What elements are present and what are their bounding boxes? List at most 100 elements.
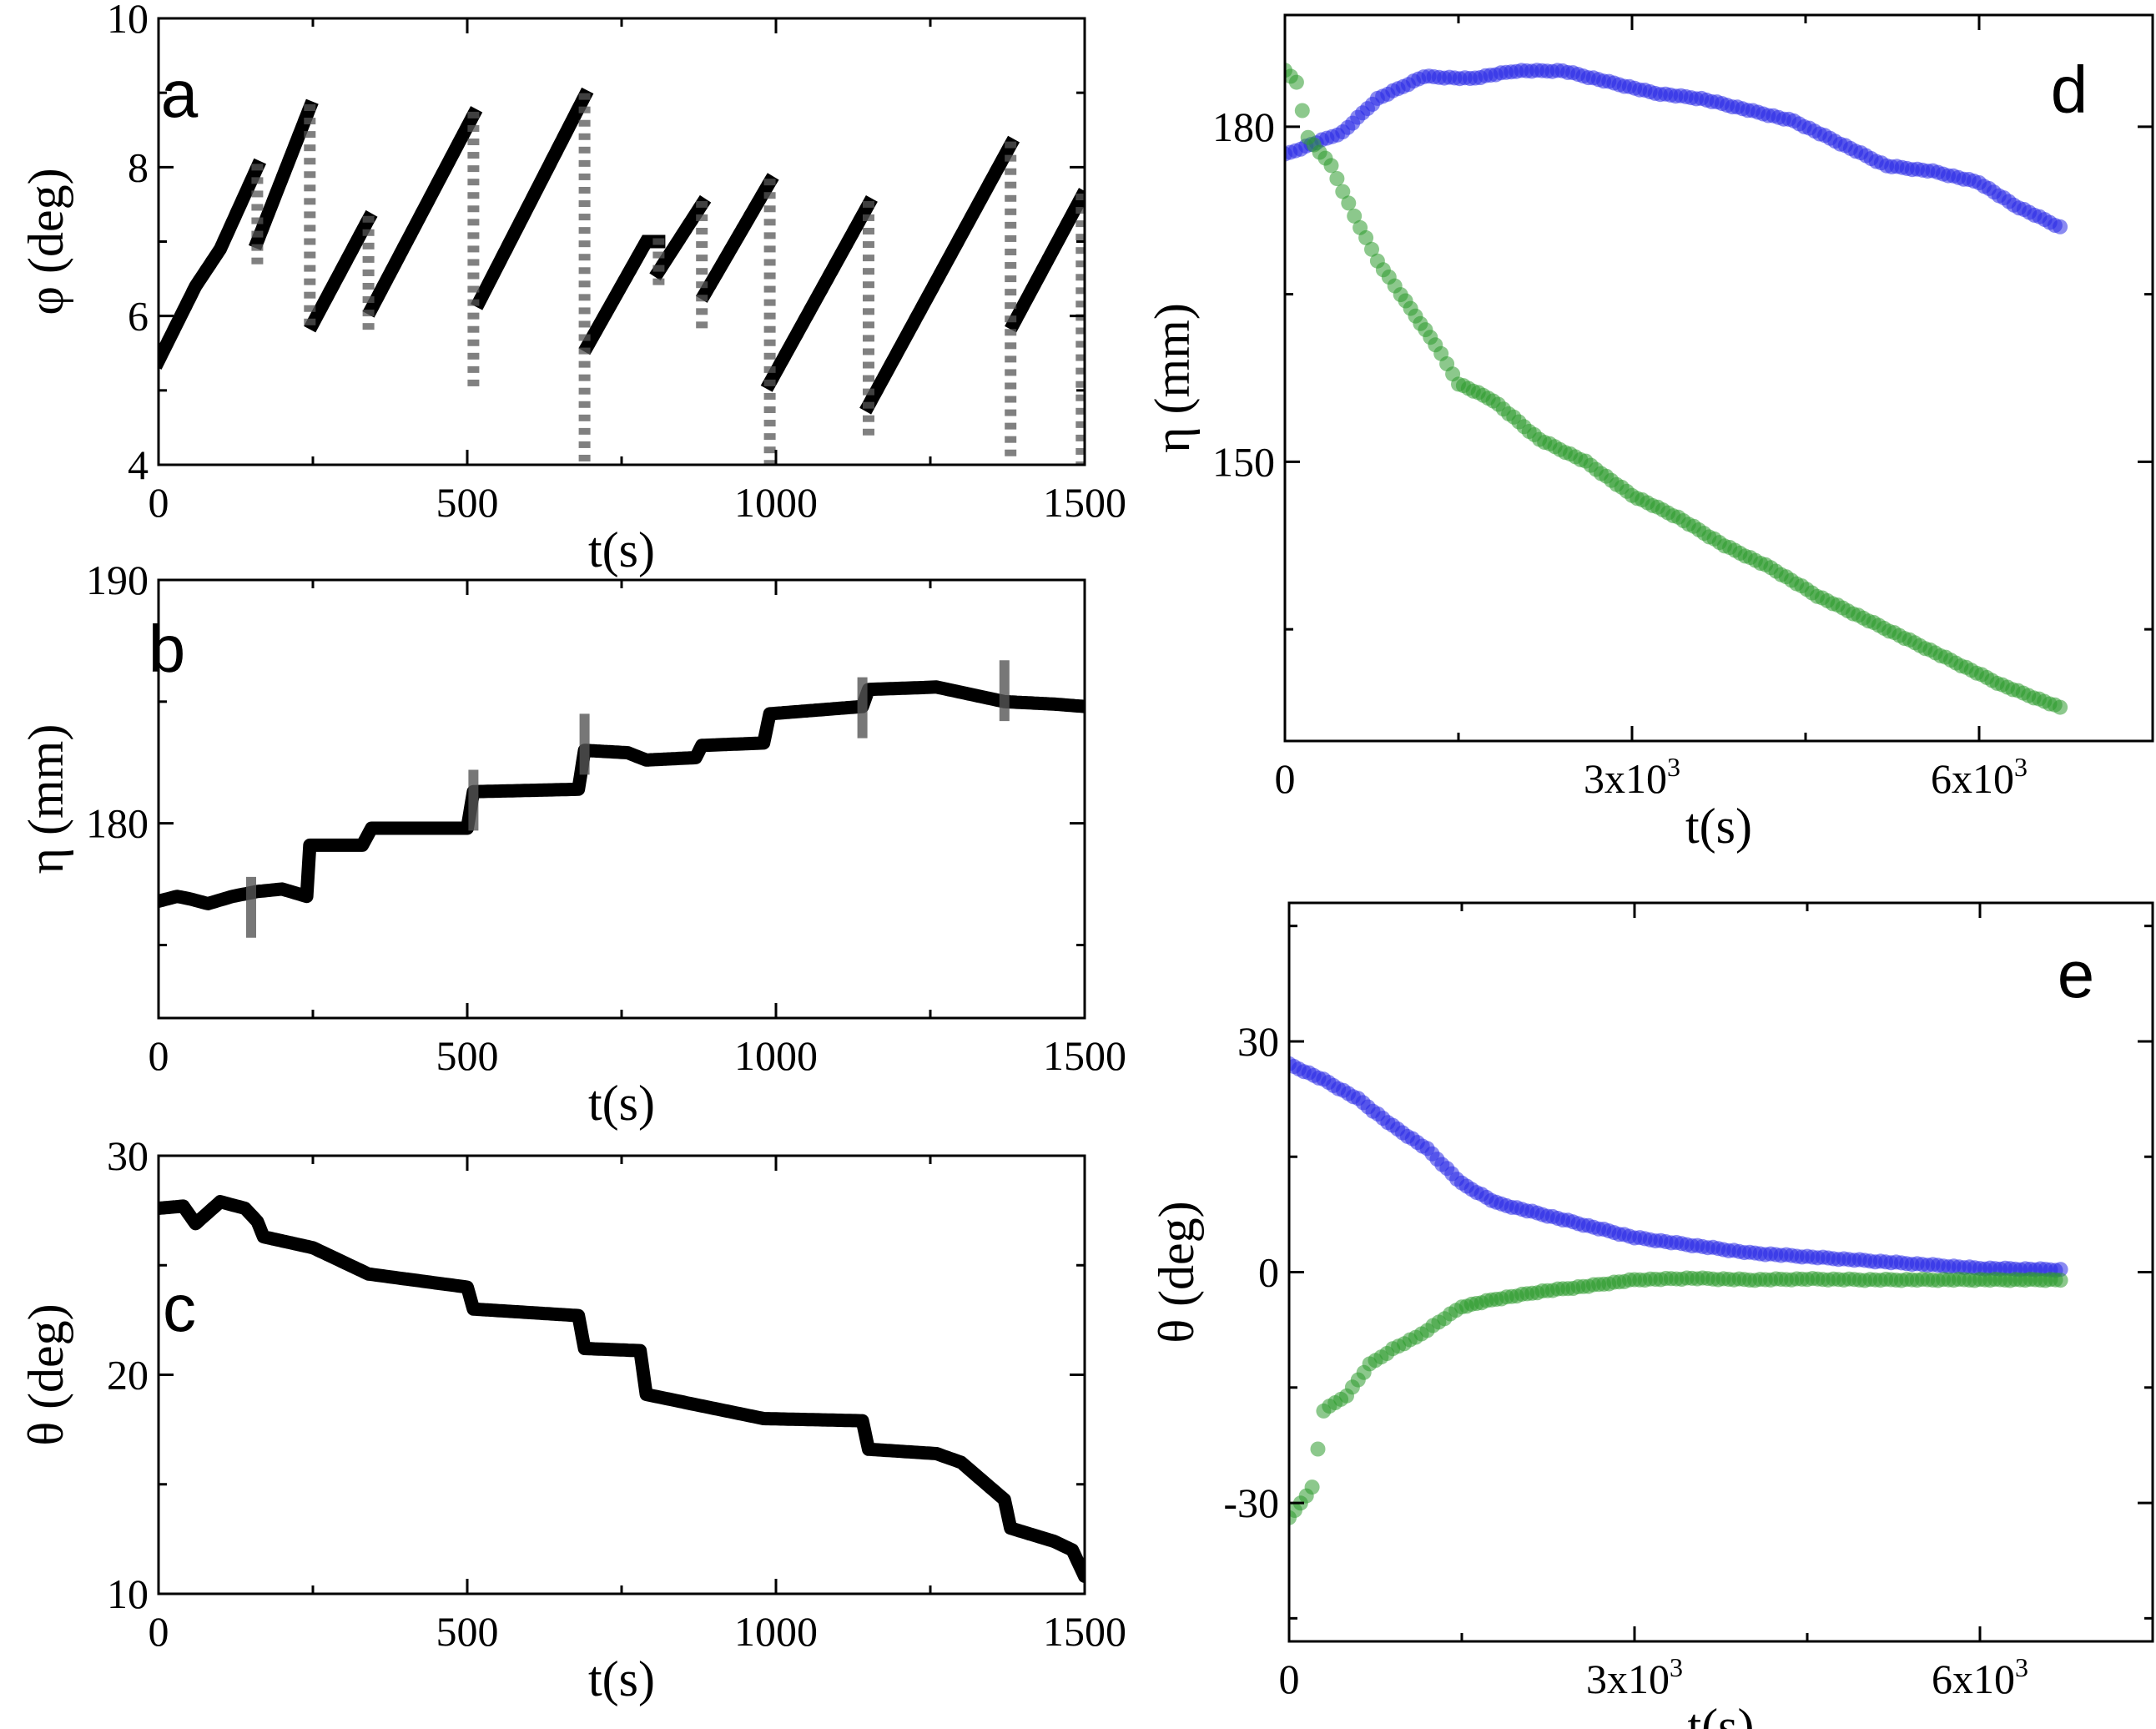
drop-marker [763,219,776,226]
panel-a: 0 500 1000 1500 4 6 8 10 t(s) φ (deg) a [18,0,1126,577]
drop-marker [763,339,776,346]
drop-marker [467,232,480,239]
x-tick-label: 1000 [734,1032,818,1079]
series-φ-segment-7 [695,173,779,303]
x-axis-label: t(s) [588,1076,655,1131]
drop-marker [578,214,591,221]
series-φ-segment-1 [248,98,319,250]
drop-marker [578,307,591,315]
drop-marker [763,460,776,465]
drop-marker [763,205,776,213]
drop-marker [1075,314,1085,321]
drop-marker [1005,396,1017,403]
drop-marker [251,230,264,238]
drop-marker [578,240,591,248]
series-θ-line [159,1195,1085,1583]
panel-letter: e [2058,937,2095,1011]
x-tick-label: 6x103 [1932,1652,2028,1702]
drop-marker [1005,422,1017,430]
drop-marker [578,360,591,368]
plot-area [159,660,1085,938]
drop-marker [863,308,874,315]
plot-area [1285,63,2068,715]
drop-marker [578,186,591,194]
drop-marker [652,238,665,245]
drop-marker [763,192,776,199]
series-green-point [1329,171,1345,186]
y-tick-label: 180 [86,800,149,847]
drop-marker [863,228,874,235]
plot-area [159,1195,1085,1583]
drop-marker [1005,289,1017,296]
series-φ-segment-8 [760,195,878,392]
drop-marker [863,348,874,355]
drop-marker [1075,234,1085,241]
drop-marker [1005,168,1017,175]
x-tick-label: 1000 [734,479,818,526]
drop-marker [1075,421,1085,428]
drop-marker [763,392,776,400]
drop-marker [696,281,708,289]
drop-marker [578,227,591,234]
series-φ-segment-6 [649,194,712,281]
drop-marker [1075,354,1085,361]
series-η-line [159,680,1085,910]
drop-marker [467,312,480,320]
panel-letter: c [163,1271,196,1345]
drop-marker [578,200,591,208]
drop-marker [304,238,316,245]
drop-marker [1005,315,1017,323]
drop-marker [863,375,874,382]
drop-marker [251,190,264,198]
drop-marker [362,242,375,250]
drop-marker [578,93,591,100]
drop-marker [763,379,776,386]
drop-marker [304,305,316,312]
drop-marker [1005,342,1017,350]
drop-marker [763,179,776,186]
x-tick-exponent: 3 [1667,752,1680,782]
drop-marker [251,164,264,171]
y-tick-label: 190 [86,557,149,603]
x-axis-label: t(s) [1688,1699,1755,1729]
drop-marker [1075,381,1085,388]
x-tick-label: 1500 [1043,1608,1126,1655]
drop-marker [251,244,264,251]
drop-marker [578,387,591,395]
x-tick-exponent: 3 [1670,1652,1683,1682]
x-axis-label: t(s) [1685,799,1752,854]
x-tick-label: 1000 [734,1608,818,1655]
x-tick-label: 1500 [1043,479,1126,526]
drop-marker [652,251,665,259]
y-tick-label: -30 [1223,1479,1279,1526]
drop-marker [863,428,874,436]
series-green-point [1364,241,1379,257]
drop-marker [467,165,480,173]
drop-marker [578,334,591,341]
y-tick-label: 0 [1258,1249,1279,1296]
drop-marker [763,312,776,320]
drop-marker [467,272,480,280]
drop-marker [763,325,776,333]
drop-marker [362,255,375,263]
panel-d: 0 3x103 6x103 150 180 t(s) η (mm) d [1145,13,2154,854]
x-tick-label: 500 [436,1608,499,1655]
drop-marker [304,184,316,192]
drop-marker [863,335,874,342]
drop-marker [304,104,316,111]
drop-marker [863,214,874,221]
drop-marker [467,111,480,118]
drop-marker [578,254,591,261]
drop-marker [467,379,480,386]
drop-marker [467,285,480,293]
drop-marker [863,295,874,302]
drop-marker [467,139,480,146]
drop-marker [1005,154,1017,162]
drop-marker [1005,221,1017,229]
drop-marker [467,152,480,159]
drop-marker [578,454,591,461]
drop-marker [362,269,375,276]
y-tick-label: 6 [128,293,149,340]
series-green-point [2053,1273,2068,1288]
x-tick-label: 500 [436,479,499,526]
